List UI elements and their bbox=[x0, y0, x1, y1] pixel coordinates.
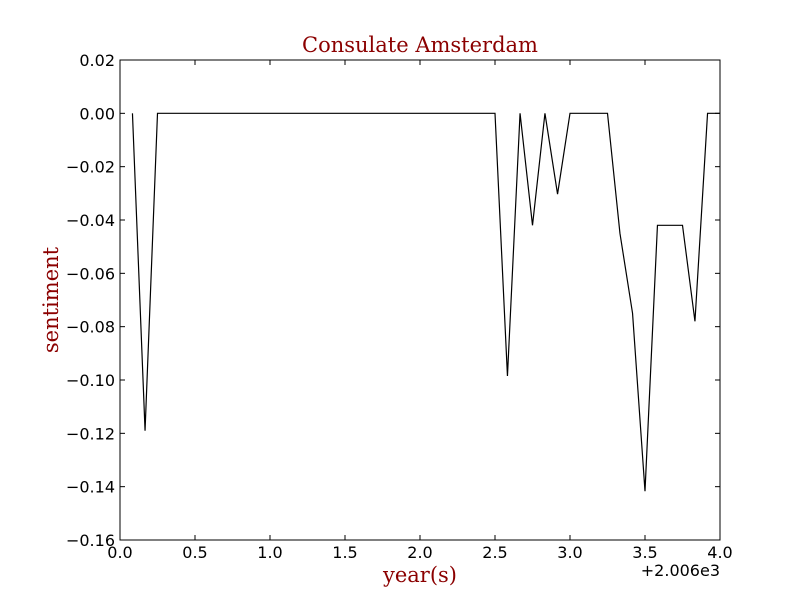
axis-ticks: 0.0 0.5 1.0 1.5 2.0 2.5 3.0 3.5 4.0 0.02 0.00 −0.02… bbox=[66, 51, 733, 562]
y-tick-label: −0.14 bbox=[66, 478, 115, 497]
y-tick-label: 0.02 bbox=[79, 51, 115, 70]
x-axis-offset-label: +2.006e3 bbox=[641, 561, 720, 580]
plot-frame bbox=[119, 59, 721, 541]
y-tick-label: −0.02 bbox=[66, 158, 115, 177]
y-tick-label: −0.12 bbox=[66, 424, 115, 443]
x-tick-label: 3.0 bbox=[557, 543, 582, 562]
x-tick-label: 0.0 bbox=[107, 543, 132, 562]
x-tick-label: 2.0 bbox=[407, 543, 432, 562]
y-tick-label: −0.16 bbox=[66, 531, 115, 550]
x-tick-label: 3.5 bbox=[632, 543, 657, 562]
y-tick-label: −0.08 bbox=[66, 318, 115, 337]
x-tick-label: 0.5 bbox=[182, 543, 207, 562]
x-tick-label: 1.5 bbox=[332, 543, 357, 562]
y-tick-label: −0.06 bbox=[66, 264, 115, 283]
y-axis-title: sentiment bbox=[39, 246, 63, 353]
x-axis-title: year(s) bbox=[382, 563, 457, 587]
chart-title: Consulate Amsterdam bbox=[302, 33, 538, 57]
series-layer bbox=[131, 112, 720, 492]
x-tick-label: 1.0 bbox=[257, 543, 282, 562]
y-tick-label: 0.00 bbox=[79, 104, 115, 123]
x-tick-label: 4.0 bbox=[707, 543, 732, 562]
y-tick-label: −0.04 bbox=[66, 211, 115, 230]
x-tick-label: 2.5 bbox=[482, 543, 507, 562]
y-tick-label: −0.10 bbox=[66, 371, 115, 390]
series-line bbox=[131, 112, 720, 492]
